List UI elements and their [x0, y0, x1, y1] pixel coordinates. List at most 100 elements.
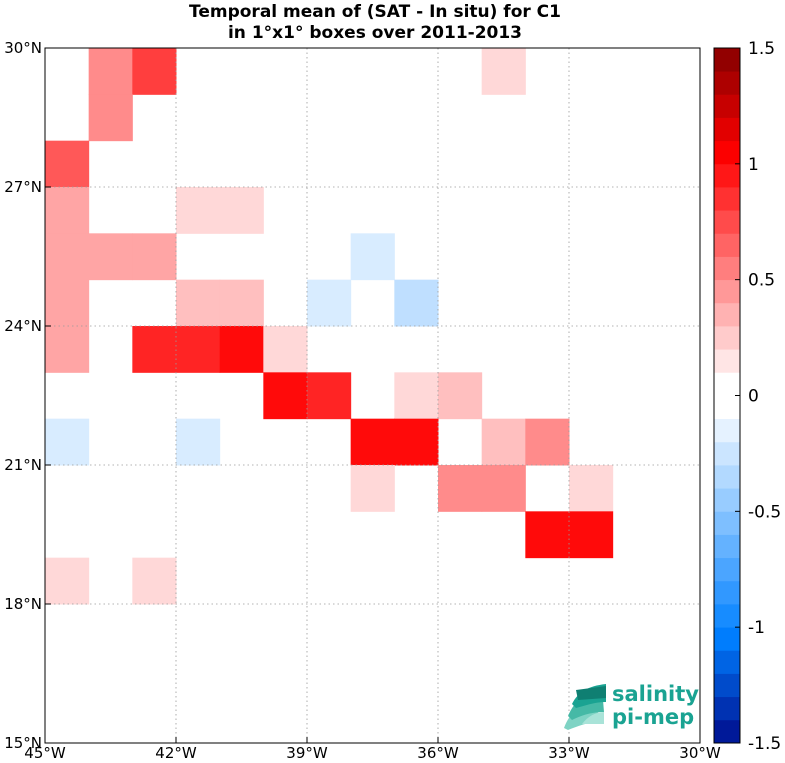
colorbar-segment: [714, 349, 740, 373]
colorbar-segment: [714, 302, 740, 327]
logo-wave-icon: [564, 684, 606, 730]
heatmap-cell: [45, 557, 90, 605]
heatmap-cell: [263, 372, 308, 420]
heatmap-cell: [569, 465, 614, 512]
colorbar-segment: [714, 279, 740, 304]
heatmap-cell: [88, 233, 133, 281]
colorbar-tick-label: 0.5: [748, 271, 775, 291]
heatmap-cell: [394, 279, 439, 327]
x-tick-label: 39°W: [286, 744, 328, 762]
y-tick-label: 21°N: [4, 456, 42, 474]
heatmap-cells: [45, 48, 614, 605]
colorbar-tick-label: -0.5: [748, 502, 781, 522]
colorbar-segment: [714, 117, 740, 142]
heatmap-cell: [438, 465, 483, 512]
heatmap-cell: [132, 48, 177, 95]
heatmap-cell: [176, 326, 221, 373]
y-tick-label: 15°N: [4, 734, 42, 752]
heatmap-cell: [132, 326, 177, 373]
colorbar-segment: [714, 534, 740, 559]
x-tick-label: 45°W: [24, 744, 66, 762]
x-tick-label: 42°W: [155, 744, 197, 762]
heatmap-cell: [525, 511, 570, 559]
colorbar-segment: [714, 488, 740, 512]
plot-area: 45°W 42°W 39°W 36°W 33°W 30°W 15°N 18°N 21°N 24°…: [4, 39, 721, 762]
logo-text-line-1: salinity: [612, 682, 699, 706]
colorbar-segment: [714, 627, 740, 651]
y-tick-label: 27°N: [4, 178, 42, 196]
colorbar-segment: [714, 233, 740, 257]
plot-frame: [44, 47, 701, 744]
x-tick-label: 36°W: [417, 744, 459, 762]
y-tick-label: 30°N: [4, 39, 42, 57]
heatmap-cell: [219, 187, 264, 234]
heatmap-cell: [219, 279, 264, 327]
colorbar-segment: [714, 48, 740, 72]
colorbar-segment: [714, 372, 740, 396]
heatmap-cell: [176, 187, 221, 234]
colorbar-tick-label: -1: [748, 618, 765, 638]
colorbar-segment: [714, 395, 740, 420]
heatmap-cell: [88, 48, 133, 95]
heatmap-cell: [481, 48, 526, 95]
salinity-pi-mep-logo: salinity pi-mep: [564, 682, 699, 730]
colorbar-segment: [714, 187, 740, 211]
heatmap-cell: [45, 140, 90, 188]
x-tick-label: 33°W: [548, 744, 590, 762]
colorbar-segment: [714, 140, 740, 165]
colorbar-segment: [714, 580, 740, 605]
colorbar-segment: [714, 163, 740, 188]
y-tick-label: 18°N: [4, 595, 42, 613]
x-tick-label: 30°W: [679, 744, 721, 762]
colorbar-ticks: 1.5 1 0.5 0 -0.5 -1 -1.5: [735, 39, 781, 754]
heatmap-cell: [394, 372, 439, 420]
colorbar-segment: [714, 210, 740, 234]
colorbar-tick-label: 1.5: [748, 39, 775, 59]
colorbar-segment: [714, 256, 740, 281]
colorbar-segment: [714, 650, 740, 674]
chart-title-line-2: in 1°x1° boxes over 2011-2013: [228, 23, 522, 43]
colorbar-tick-label: 0: [748, 387, 759, 407]
heatmap-cell: [176, 418, 221, 466]
heatmap-cell: [350, 233, 395, 281]
heatmap-cell: [307, 279, 352, 327]
colorbar-segment: [714, 94, 740, 118]
colorbar-segment: [714, 441, 740, 466]
heatmap-cell: [263, 326, 308, 373]
colorbar-tick-label: 1: [748, 155, 759, 175]
colorbar-segment: [714, 326, 740, 350]
heatmap-cell: [132, 557, 177, 605]
colorbar-segment: [714, 604, 740, 628]
y-axis-ticks: 15°N 18°N 21°N 24°N 27°N 30°N: [4, 39, 51, 752]
heatmap-cell: [481, 465, 526, 512]
heatmap-cell: [525, 418, 570, 466]
colorbar-segment: [714, 71, 740, 95]
colorbar-segment: [714, 696, 740, 721]
heatmap-cell: [350, 465, 395, 512]
colorbar-segment: [714, 673, 740, 698]
heatmap-cell: [132, 233, 177, 281]
heatmap-cell: [176, 279, 221, 327]
heatmap-cell: [88, 94, 133, 142]
heatmap-cell: [45, 233, 90, 281]
heatmap-cell: [350, 418, 395, 466]
colorbar-segment: [714, 557, 740, 582]
chart-title-line-1: Temporal mean of (SAT - In situ) for C1: [189, 2, 561, 22]
grid-lines: [45, 48, 700, 743]
colorbar-segment: [714, 719, 740, 744]
heatmap-cell: [569, 511, 614, 559]
heatmap-cell: [45, 418, 90, 466]
y-tick-label: 24°N: [4, 317, 42, 335]
heatmap-cell: [45, 326, 90, 373]
heatmap-cell: [219, 326, 264, 373]
heatmap-cell: [394, 418, 439, 466]
heatmap-cell: [307, 372, 352, 420]
colorbar-segments: [714, 48, 740, 744]
colorbar-segment: [714, 511, 740, 535]
heatmap-cell: [438, 372, 483, 420]
x-axis-ticks: 45°W 42°W 39°W 36°W 33°W 30°W: [24, 737, 721, 762]
heatmap-cell: [45, 187, 90, 234]
heatmap-cell: [45, 279, 90, 327]
colorbar-segment: [714, 465, 740, 489]
